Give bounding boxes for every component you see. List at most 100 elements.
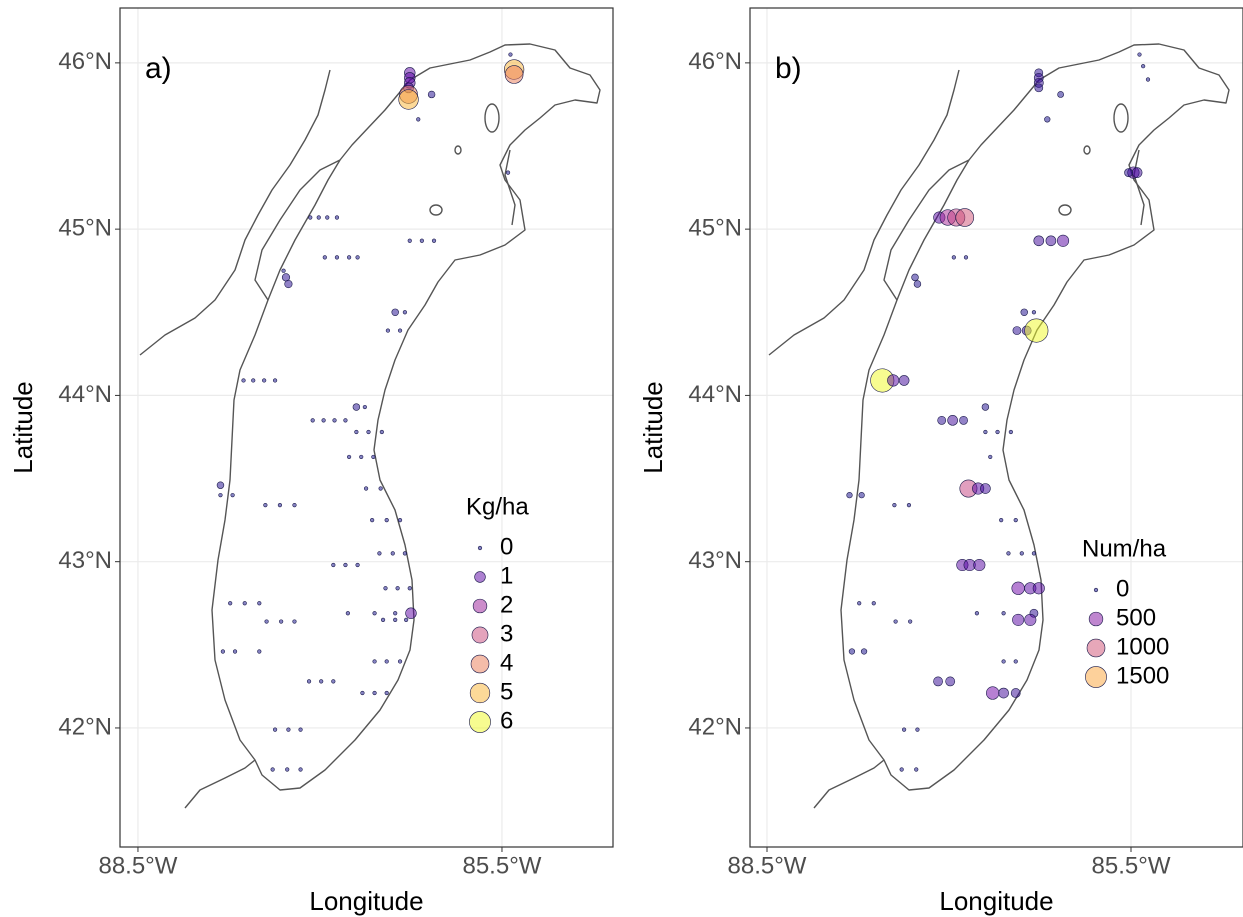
data-point <box>352 403 361 411</box>
data-point <box>892 503 897 508</box>
data-point <box>384 690 389 696</box>
data-point <box>397 518 403 523</box>
data-point <box>1019 551 1024 556</box>
y-tick-label: 42°N <box>688 713 742 740</box>
y-axis-title: Latitude <box>638 381 668 474</box>
data-point <box>383 586 388 591</box>
y-tick-label: 45°N <box>688 214 742 241</box>
legend-label: 1 <box>500 562 513 589</box>
data-point <box>1024 613 1037 626</box>
legend-label: 500 <box>1116 604 1156 631</box>
data-point <box>419 238 424 243</box>
data-point <box>346 454 352 460</box>
legend-label: 3 <box>500 620 513 647</box>
data-point <box>999 518 1004 523</box>
data-point <box>363 486 369 491</box>
data-point <box>393 617 398 622</box>
data-point <box>1031 310 1037 315</box>
data-point <box>228 601 233 606</box>
legend-label: 1000 <box>1116 633 1169 660</box>
data-point <box>263 503 268 508</box>
data-point <box>508 52 513 57</box>
data-point <box>360 690 365 696</box>
data-point <box>1013 659 1018 664</box>
legend-label: 0 <box>500 533 513 560</box>
legend-key <box>1088 611 1104 627</box>
y-tick-label: 46°N <box>58 48 112 75</box>
data-point <box>505 170 511 175</box>
data-point <box>372 611 377 616</box>
data-point <box>1034 83 1044 93</box>
panel-label: a) <box>145 52 172 85</box>
data-point <box>230 493 235 498</box>
data-point <box>871 601 876 606</box>
data-point <box>1001 659 1006 664</box>
legend-title: Kg/ha <box>466 493 529 520</box>
data-point <box>292 503 297 508</box>
data-point <box>915 727 920 732</box>
data-point <box>947 415 958 426</box>
data-point <box>998 687 1009 699</box>
data-point <box>405 607 417 619</box>
data-point <box>1032 582 1045 595</box>
data-point <box>218 493 223 498</box>
plot-border <box>749 7 1243 848</box>
data-point <box>980 483 991 494</box>
data-point <box>332 418 337 423</box>
data-point <box>325 215 330 220</box>
data-point <box>995 429 1000 435</box>
data-point <box>343 418 348 423</box>
y-tick-label: 43°N <box>688 547 742 574</box>
data-point <box>1013 518 1018 523</box>
data-point <box>331 562 336 568</box>
y-tick-label: 46°N <box>688 48 742 75</box>
data-point <box>906 503 912 508</box>
data-point <box>377 551 382 556</box>
data-point <box>310 418 315 423</box>
data-point <box>372 659 377 664</box>
data-point <box>380 617 386 622</box>
data-point <box>284 279 293 289</box>
data-point <box>285 767 290 772</box>
panel-label: b) <box>775 52 802 85</box>
y-axis-title: Latitude <box>8 381 38 474</box>
data-point <box>292 619 297 624</box>
data-point <box>346 255 352 260</box>
data-point <box>1031 551 1037 556</box>
data-point <box>251 378 256 383</box>
data-point <box>384 659 389 664</box>
legend-title: Num/ha <box>1082 535 1167 562</box>
data-point <box>1033 235 1045 247</box>
data-point <box>1008 429 1013 435</box>
data-point <box>316 215 321 220</box>
points <box>216 52 525 772</box>
legend-key <box>470 654 490 674</box>
data-point <box>355 255 360 260</box>
panels: 88.5°W 85.5°W 42°N 43°N 44°N 45°N 46°N a) Longit… <box>8 7 1243 916</box>
data-point <box>385 328 391 333</box>
data-point <box>963 255 969 260</box>
x-axis-title: Longitude <box>309 886 423 916</box>
data-point <box>973 558 986 572</box>
x-tick-label: 88.5°W <box>728 852 807 879</box>
data-point <box>272 378 278 383</box>
data-point <box>345 611 350 616</box>
data-point <box>322 255 327 260</box>
data-point <box>393 611 398 616</box>
data-point <box>504 65 524 84</box>
data-point <box>397 328 403 333</box>
data-point <box>902 727 907 732</box>
data-point <box>858 492 865 499</box>
data-point <box>988 454 993 460</box>
legend-key <box>1093 587 1099 593</box>
panel: 88.5°W 85.5°W 42°N 43°N 44°N 45°N 46°N b) Longit… <box>638 7 1243 916</box>
data-point <box>355 562 360 568</box>
data-point <box>857 601 862 606</box>
data-point <box>951 255 956 260</box>
data-point <box>981 403 990 411</box>
data-point <box>1011 581 1025 595</box>
x-axis-title: Longitude <box>939 886 1053 916</box>
